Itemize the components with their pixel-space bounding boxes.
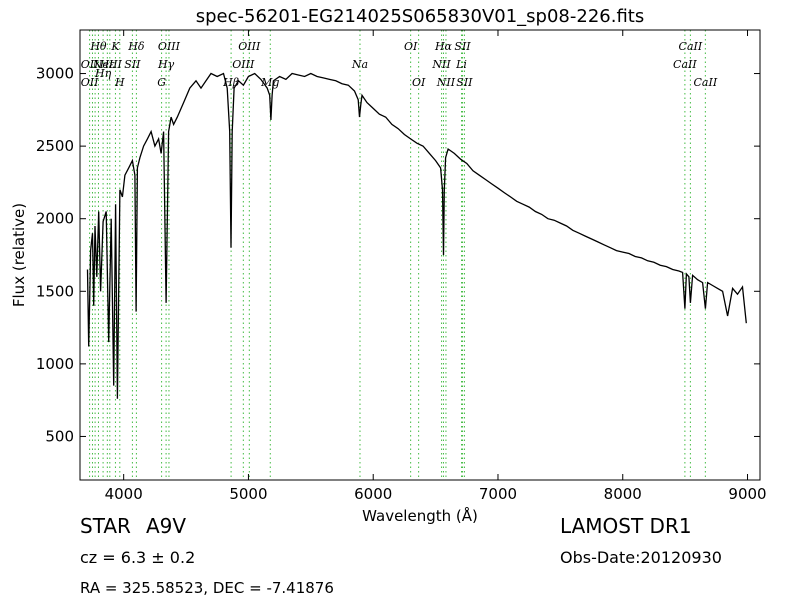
x-tick-label: 7000: [479, 485, 517, 503]
line-marker-label: SII: [456, 76, 473, 89]
line-marker-label: OIII: [232, 58, 255, 71]
chart-title: spec-56201-EG214025S065830V01_sp08-226.f…: [196, 6, 644, 27]
y-axis-ticks: 500 1000 1500 2000 2500 3000: [36, 65, 760, 445]
x-tick-label: 4000: [105, 485, 143, 503]
line-marker-label: Hε: [99, 58, 116, 71]
line-marker-label: CaII: [694, 76, 718, 89]
line-marker-label: OIII: [158, 40, 181, 53]
y-tick-label: 2000: [36, 210, 74, 228]
line-marker-label: Li: [455, 58, 467, 71]
line-marker-label: OII: [81, 58, 99, 71]
x-tick-label: 8000: [604, 485, 642, 503]
object-subclass: A9V: [146, 514, 187, 538]
line-marker-label: CaII: [679, 40, 703, 53]
x-tick-label: 5000: [229, 485, 267, 503]
coordinates-label: RA = 325.58523, DEC = -7.41876: [80, 579, 334, 597]
line-marker-label: OII: [81, 76, 99, 89]
line-marker-label: Na: [351, 58, 368, 71]
line-marker-label: OI: [412, 76, 426, 89]
line-marker-label: Hη: [94, 67, 112, 80]
y-axis-label: Flux (relative): [10, 203, 28, 307]
line-marker-label: Hγ: [157, 58, 175, 71]
line-marker-label: G: [157, 76, 166, 89]
line-marker-label: H: [114, 76, 125, 89]
x-axis-ticks: 4000 5000 6000 7000 8000 9000: [105, 30, 767, 503]
y-tick-label: 1500: [36, 282, 74, 300]
x-axis-label: Wavelength (Å): [362, 506, 478, 525]
line-marker-label: Hα: [434, 40, 453, 53]
line-marker-label: CaII: [673, 58, 697, 71]
line-marker-label: NeIII: [92, 58, 123, 71]
line-marker-label: NII: [431, 58, 451, 71]
plot-frame: [79, 29, 761, 481]
line-marker-label: OIII: [238, 40, 261, 53]
line-marker-label: SII: [454, 40, 471, 53]
obs-date-label: Obs-Date:20120930: [560, 548, 722, 567]
x-tick-label: 9000: [728, 485, 766, 503]
object-class: STAR: [80, 514, 131, 538]
line-marker-label: Hθ: [89, 40, 107, 53]
line-marker-label: NII: [436, 76, 456, 89]
spectral-line-markers: [89, 30, 706, 480]
x-tick-label: 6000: [354, 485, 392, 503]
line-marker-label: K: [110, 40, 120, 53]
survey-label: LAMOST DR1: [560, 514, 692, 538]
line-marker-label: Hδ: [127, 40, 145, 53]
line-marker-label: SII: [124, 58, 141, 71]
y-tick-label: 1000: [36, 355, 74, 373]
line-marker-label: OI: [404, 40, 418, 53]
y-tick-label: 500: [45, 427, 74, 445]
spectrum-line: [86, 72, 747, 399]
y-tick-label: 2500: [36, 137, 74, 155]
redshift-label: cz = 6.3 ± 0.2: [80, 548, 196, 567]
y-tick-label: 3000: [36, 65, 74, 83]
spectral-line-labels: OIIOIIHθHηHεNeIIIKHSIIHδGHγOIIIHβOIIIOII…: [81, 40, 718, 89]
